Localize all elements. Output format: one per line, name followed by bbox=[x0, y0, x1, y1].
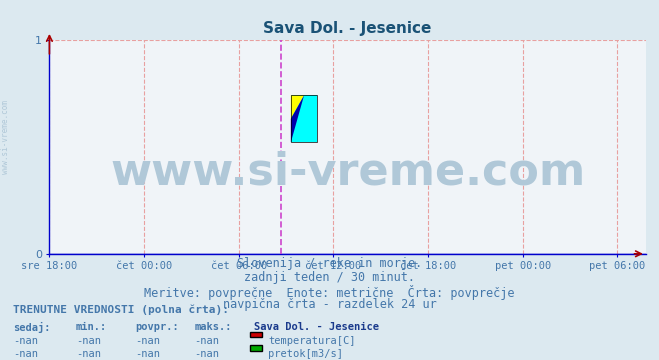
Text: navpična črta - razdelek 24 ur: navpična črta - razdelek 24 ur bbox=[223, 298, 436, 311]
Text: maks.:: maks.: bbox=[194, 322, 232, 332]
Polygon shape bbox=[291, 95, 304, 143]
Polygon shape bbox=[291, 95, 304, 119]
Text: TRENUTNE VREDNOSTI (polna črta):: TRENUTNE VREDNOSTI (polna črta): bbox=[13, 304, 229, 315]
Polygon shape bbox=[291, 95, 318, 143]
Text: www.si-vreme.com: www.si-vreme.com bbox=[110, 151, 585, 194]
Text: zadnji teden / 30 minut.: zadnji teden / 30 minut. bbox=[244, 271, 415, 284]
Text: -nan: -nan bbox=[13, 336, 38, 346]
Text: -nan: -nan bbox=[194, 336, 219, 346]
Text: sedaj:: sedaj: bbox=[13, 322, 51, 333]
Text: temperatura[C]: temperatura[C] bbox=[268, 336, 356, 346]
Text: Sava Dol. - Jesenice: Sava Dol. - Jesenice bbox=[254, 322, 379, 332]
Text: -nan: -nan bbox=[194, 349, 219, 359]
Text: min.:: min.: bbox=[76, 322, 107, 332]
Text: -nan: -nan bbox=[135, 349, 160, 359]
Text: povpr.:: povpr.: bbox=[135, 322, 179, 332]
Text: Meritve: povprečne  Enote: metrične  Črta: povprečje: Meritve: povprečne Enote: metrične Črta:… bbox=[144, 285, 515, 300]
Text: pretok[m3/s]: pretok[m3/s] bbox=[268, 349, 343, 359]
Text: -nan: -nan bbox=[13, 349, 38, 359]
Text: -nan: -nan bbox=[76, 336, 101, 346]
Text: www.si-vreme.com: www.si-vreme.com bbox=[1, 100, 10, 174]
Title: Sava Dol. - Jesenice: Sava Dol. - Jesenice bbox=[264, 21, 432, 36]
Text: -nan: -nan bbox=[135, 336, 160, 346]
Text: -nan: -nan bbox=[76, 349, 101, 359]
Text: Slovenija / reke in morje.: Slovenija / reke in morje. bbox=[237, 257, 422, 270]
